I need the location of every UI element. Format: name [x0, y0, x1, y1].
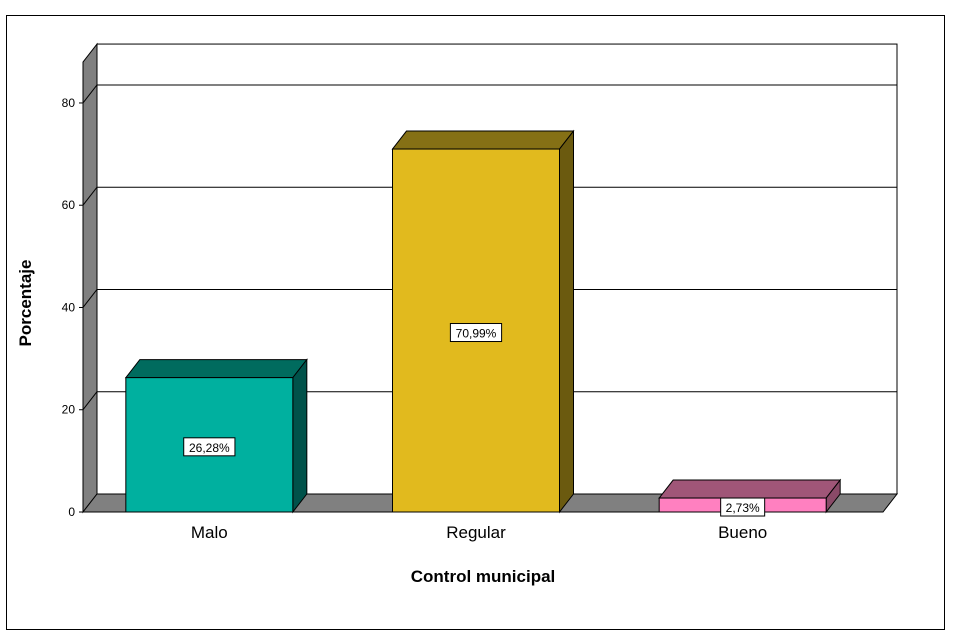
x-category-label: Malo [191, 523, 228, 542]
data-label: 2,73% [720, 497, 766, 517]
x-axis-title: Control municipal [411, 567, 556, 586]
y-tick-label: 0 [68, 505, 75, 519]
y-tick-label: 20 [62, 403, 76, 417]
left-wall [82, 42, 98, 514]
y-tick-label: 40 [62, 300, 76, 314]
bar-bueno [658, 478, 842, 514]
y-tick-label: 80 [62, 96, 76, 110]
data-label: 70,99% [449, 323, 503, 343]
y-tick-label: 60 [62, 198, 76, 212]
y-axis-title: Porcentaje [16, 260, 35, 347]
x-category-label: Bueno [718, 523, 767, 542]
bar-side-face [292, 358, 308, 514]
gridline-side [82, 186, 98, 206]
bar-malo [124, 358, 308, 514]
data-label-box [449, 323, 503, 343]
gridline-side [82, 391, 98, 411]
x-category-label: Regular [446, 523, 506, 542]
bar-top-face [124, 359, 308, 379]
gridline-side [82, 84, 98, 104]
y-axis-ticks: 0 20 40 60 80 [62, 96, 83, 519]
bar-side-face [559, 129, 574, 514]
data-label-text: 70,99% [456, 327, 497, 341]
data-label: 26,28% [183, 437, 236, 457]
data-label-box [720, 497, 766, 517]
data-labels: 26,28% 70,99% 2,73% [183, 323, 766, 517]
bar-top-face [658, 479, 842, 499]
x-axis-categories: Malo Regular Bueno [191, 523, 767, 542]
bar-regular [391, 129, 575, 514]
bar-top-face [391, 130, 575, 150]
bars [124, 129, 842, 514]
gridline-side [82, 289, 98, 308]
data-label-text: 2,73% [726, 501, 760, 515]
data-label-box [183, 437, 236, 457]
data-label-text: 26,28% [189, 441, 230, 455]
